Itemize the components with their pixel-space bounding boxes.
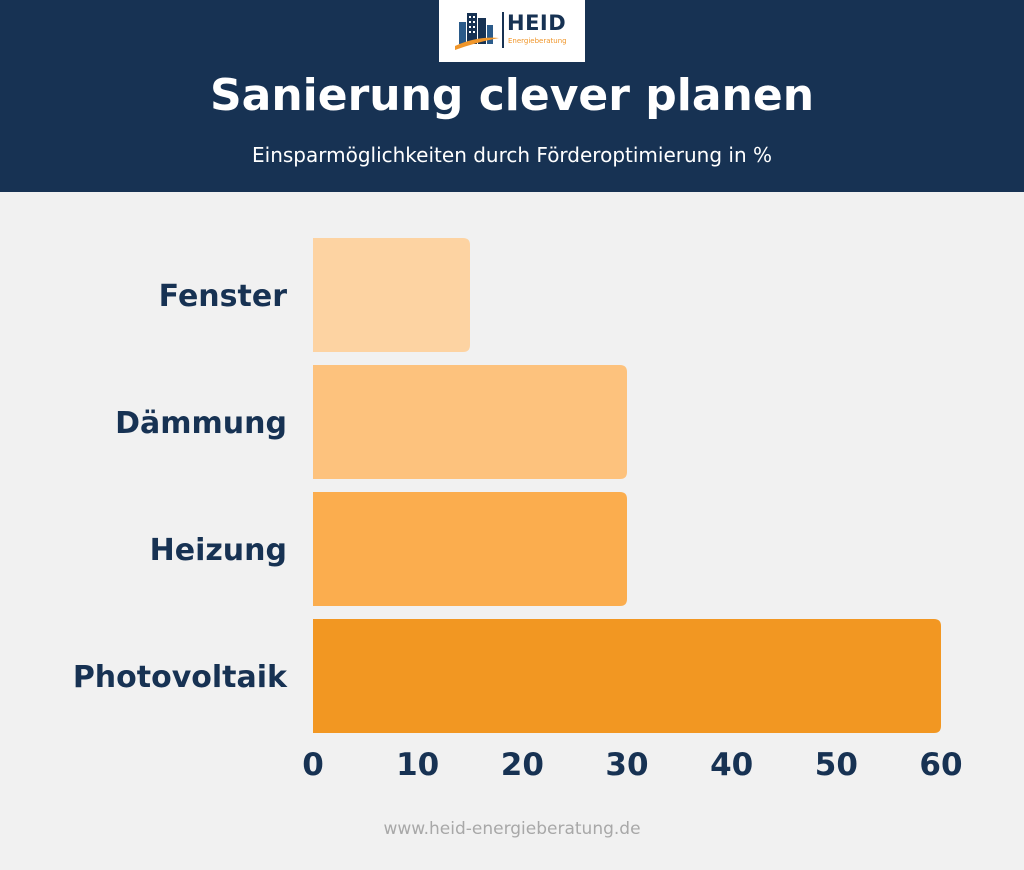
x-tick-label-40: 40 <box>710 747 753 783</box>
x-tick-label-10: 10 <box>396 747 439 783</box>
x-tick-label-30: 30 <box>605 747 648 783</box>
bar-chart: Fenster Dämmung Heizung Photovoltaik 0 10 20 30… <box>73 238 963 783</box>
logo-separator <box>502 12 504 48</box>
footer-url: www.heid-energieberatung.de <box>383 819 641 839</box>
category-label-photovoltaik: Photovoltaik <box>73 660 288 695</box>
page-subtitle: Einsparmöglichkeiten durch Förderoptimie… <box>252 143 772 167</box>
bar-photovoltaik <box>313 619 941 733</box>
category-label-fenster: Fenster <box>159 279 288 314</box>
category-label-heizung: Heizung <box>150 533 287 568</box>
logo: HEID Energieberatung <box>439 0 585 62</box>
category-label-dammung: Dämmung <box>115 406 287 441</box>
bar-heizung <box>313 492 627 606</box>
logo-tagline: Energieberatung <box>508 37 567 45</box>
bar-fenster <box>313 238 470 352</box>
x-tick-label-0: 0 <box>302 747 324 783</box>
page-title: Sanierung clever planen <box>209 70 815 121</box>
x-tick-label-50: 50 <box>815 747 858 783</box>
x-tick-label-20: 20 <box>501 747 544 783</box>
building-logo-icon <box>455 13 499 50</box>
x-tick-label-60: 60 <box>919 747 962 783</box>
bar-dammung <box>313 365 627 479</box>
logo-name: HEID <box>507 11 567 35</box>
header-banner: HEID Energieberatung Sanierung clever pl… <box>0 0 1024 192</box>
